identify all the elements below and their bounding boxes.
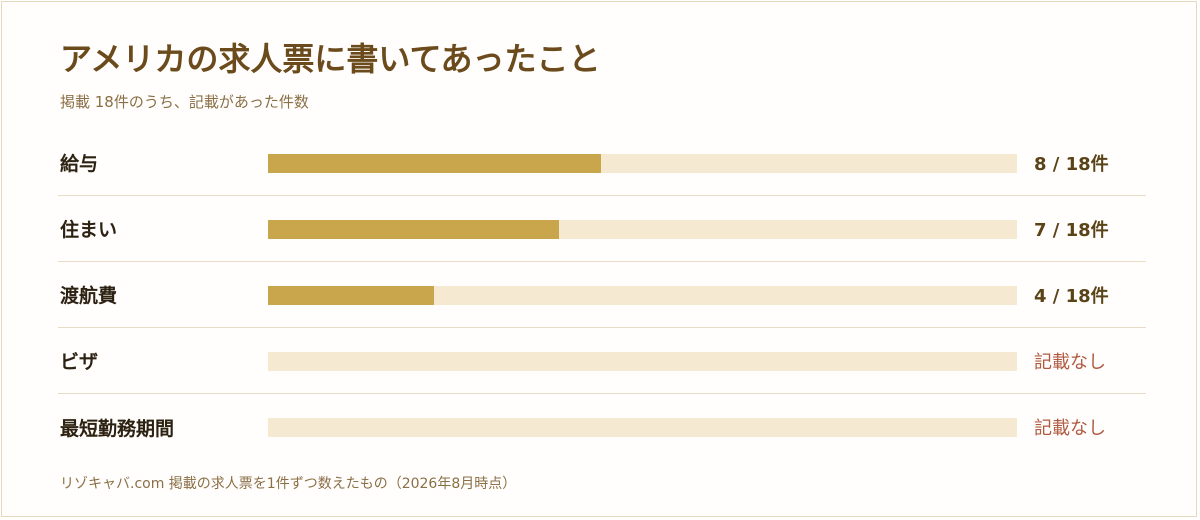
chart-title: アメリカの求人票に書いてあったこと [60,40,601,78]
value-label: 記載なし [1034,351,1106,373]
category-label: ビザ [60,351,99,373]
category-label: 給与 [60,153,99,175]
chart-footnote: リゾキャバ.com 掲載の求人票を1件ずつ数えたもの（2026年8月時点） [60,476,517,492]
category-label: 住まい [60,219,118,241]
bar-fill [268,154,601,173]
bar-row: 渡航費 4 / 18件 [58,262,1146,328]
bar-track [268,418,1017,437]
value-label: 8 / 18件 [1034,153,1109,175]
value-label: 4 / 18件 [1034,285,1109,307]
bar-row: 最短勤務期間 記載なし [58,394,1146,460]
chart-subtitle: 掲載 18件のうち、記載があった件数 [60,93,309,111]
bar-row: 住まい 7 / 18件 [58,196,1146,262]
bar-row: 給与 8 / 18件 [58,130,1146,196]
bar-row: ビザ 記載なし [58,328,1146,394]
value-label: 記載なし [1034,418,1106,439]
category-label: 最短勤務期間 [60,417,175,440]
bar-track [268,220,1017,239]
category-label: 渡航費 [60,285,118,307]
bar-track [268,286,1017,305]
bar-fill [268,286,434,305]
bar-track [268,352,1017,371]
bar-track [268,154,1017,173]
bar-fill [268,220,559,239]
value-label: 7 / 18件 [1034,219,1109,241]
